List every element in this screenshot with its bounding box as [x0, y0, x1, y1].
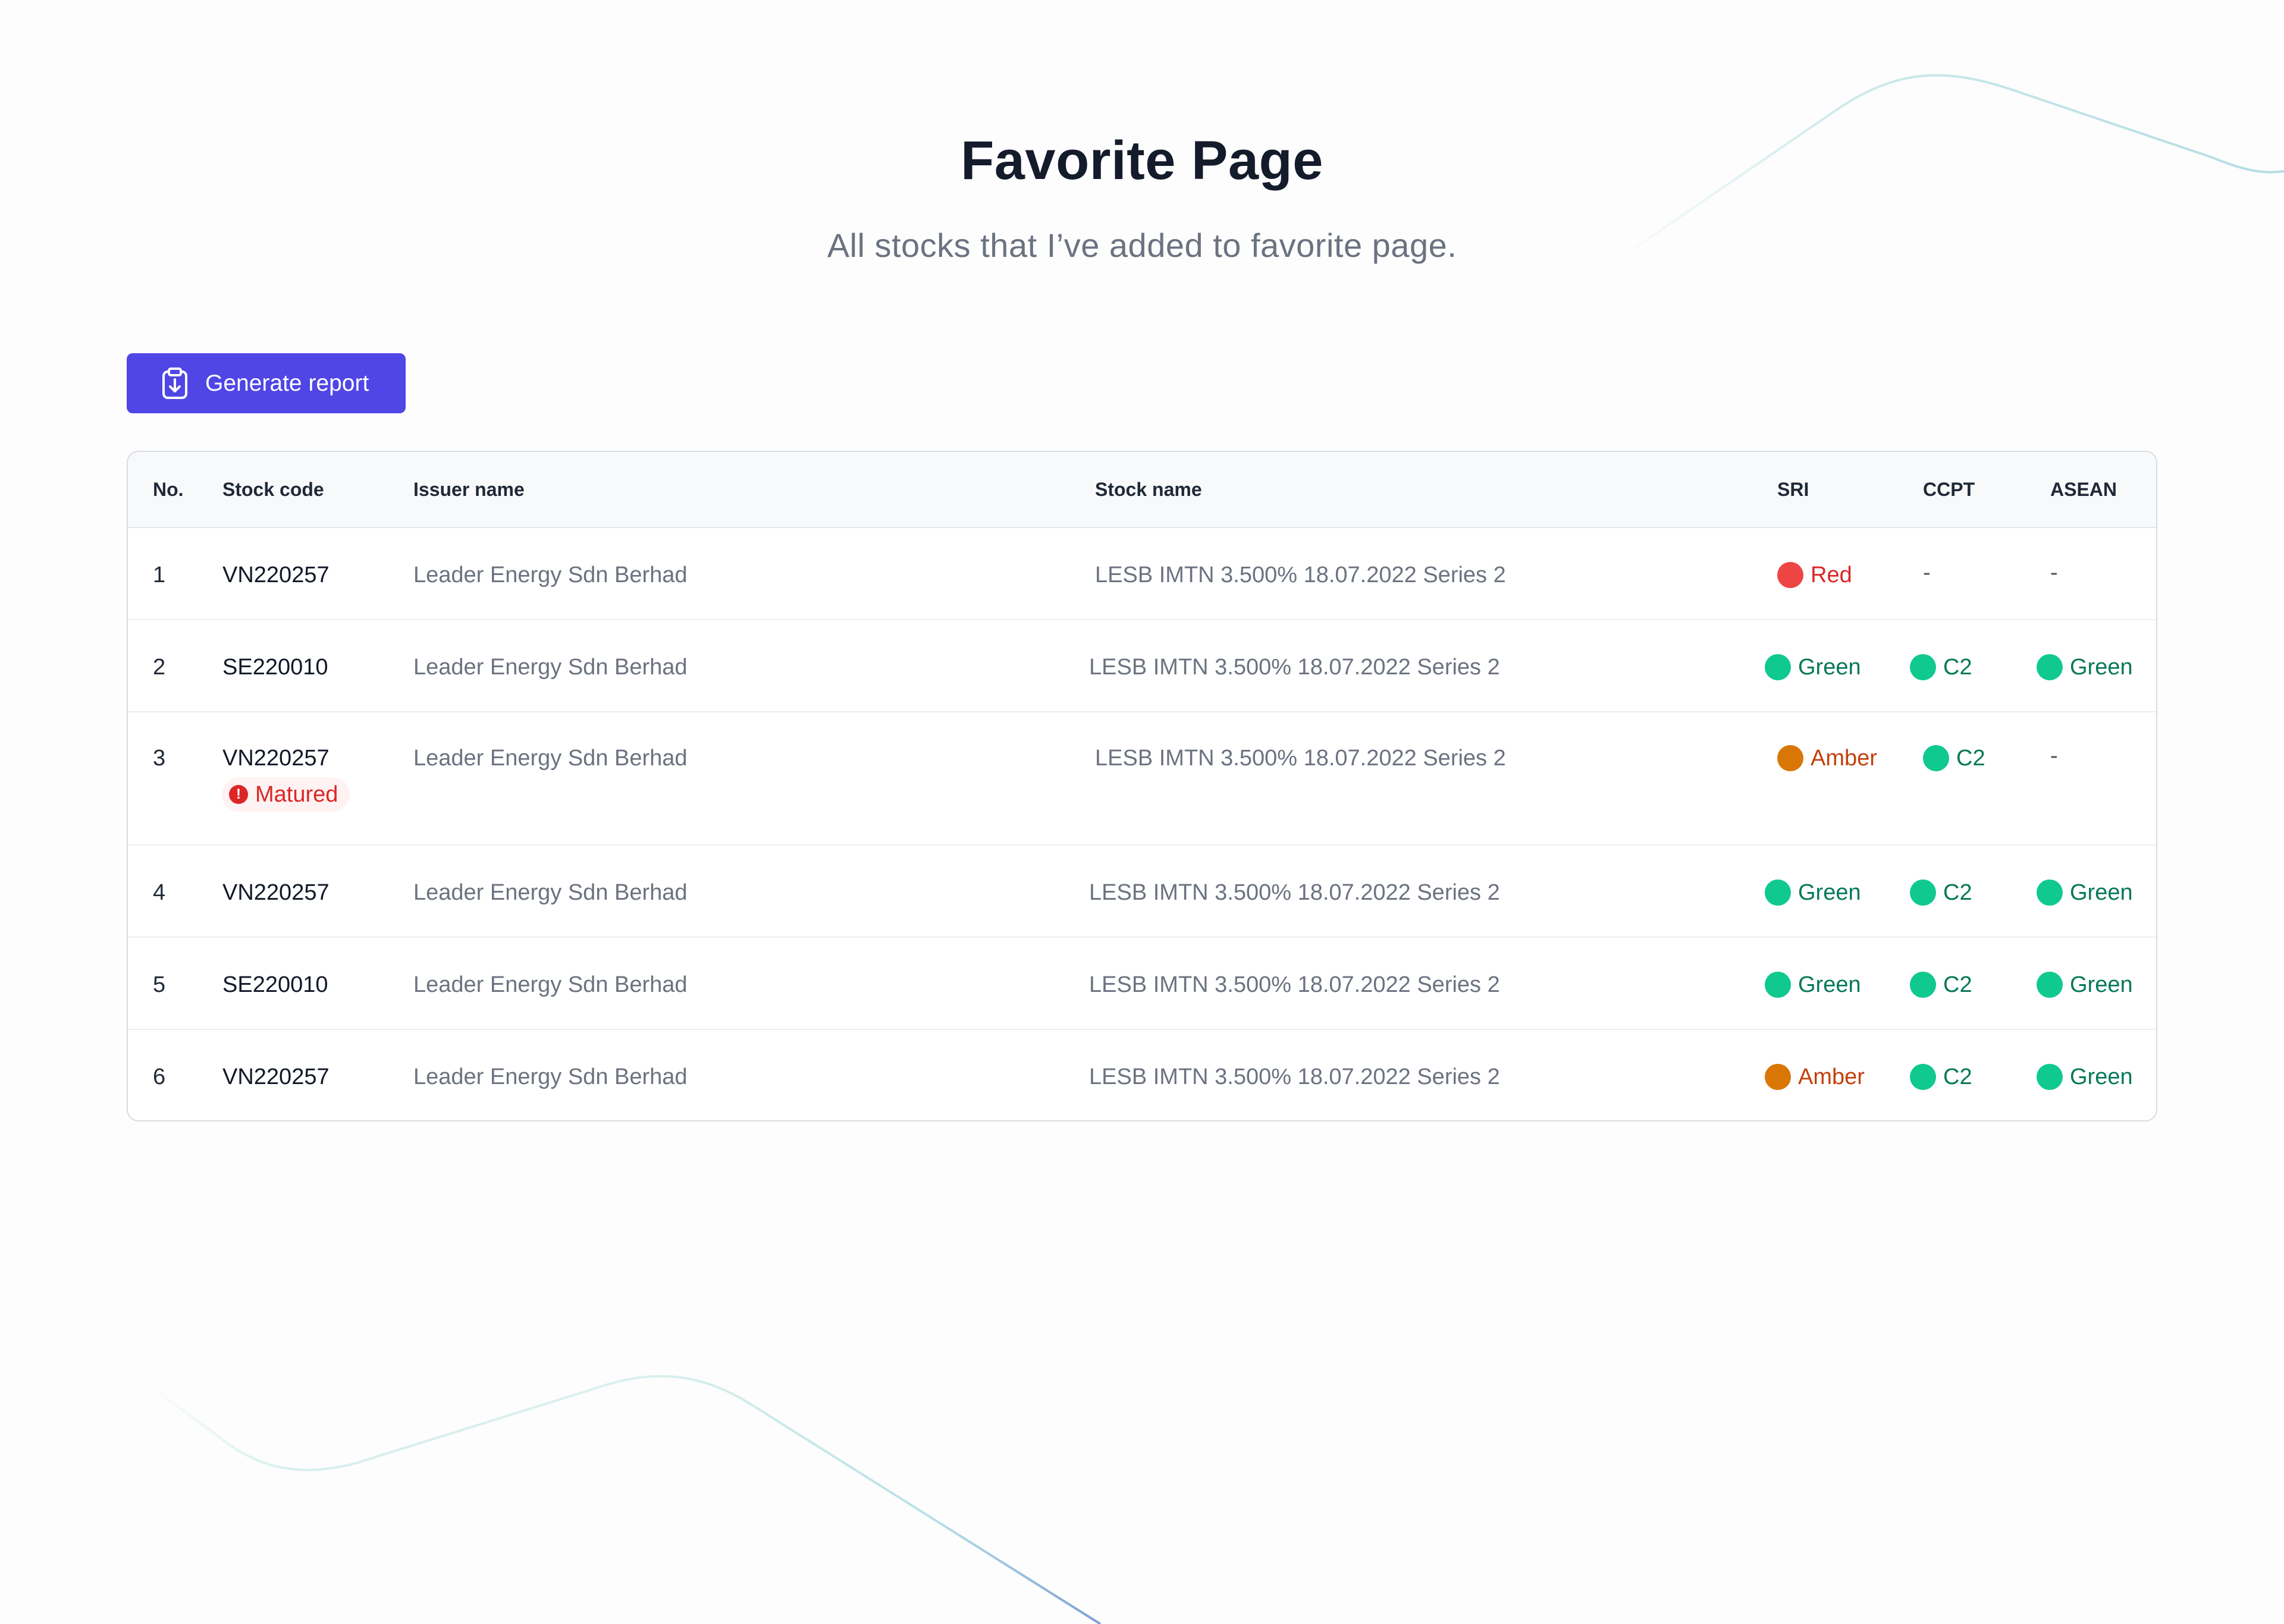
status-dot-icon	[1777, 745, 1803, 771]
ccpt-empty: -	[1923, 560, 1931, 585]
status-dot-icon	[1765, 1064, 1791, 1090]
sri-status-label: Green	[1798, 655, 1861, 680]
table-row[interactable]: 1 VN220257 Leader Energy Sdn Berhad LESB…	[128, 528, 2156, 620]
column-header-stock-code[interactable]: Stock code	[222, 479, 324, 500]
status-dot-icon	[1910, 654, 1936, 680]
ccpt-status: C2	[1910, 1062, 1972, 1092]
clipboard-download-icon	[160, 367, 190, 400]
ccpt-status: C2	[1923, 743, 1985, 773]
status-dot-icon	[1765, 654, 1791, 680]
issuer-name: Leader Energy Sdn Berhad	[413, 746, 688, 771]
table-row[interactable]: 2 SE220010 Leader Energy Sdn Berhad LESB…	[128, 620, 2156, 712]
matured-badge: ! Matured	[222, 777, 350, 812]
column-header-sri[interactable]: SRI	[1777, 479, 1809, 500]
asean-empty: -	[2050, 560, 2058, 585]
ccpt-status-label: C2	[1943, 1064, 1972, 1089]
row-number: 3	[153, 746, 166, 771]
sri-status: Amber	[1765, 1062, 1865, 1092]
asean-status: Green	[2037, 652, 2133, 682]
stock-code[interactable]: VN220257	[222, 746, 330, 771]
matured-badge-label: Matured	[255, 782, 338, 807]
ccpt-status-label: C2	[1943, 972, 1972, 997]
sri-status-label: Green	[1798, 972, 1861, 997]
status-dot-icon	[2037, 654, 2063, 680]
sri-status-label: Red	[1811, 563, 1852, 588]
sri-status-label: Amber	[1811, 746, 1877, 771]
ccpt-status: C2	[1910, 652, 1972, 682]
issuer-name: Leader Energy Sdn Berhad	[413, 655, 688, 680]
issuer-name: Leader Energy Sdn Berhad	[413, 880, 688, 905]
stock-name: LESB IMTN 3.500% 18.07.2022 Series 2	[1095, 563, 1506, 588]
table-row[interactable]: 4 VN220257 Leader Energy Sdn Berhad LESB…	[128, 846, 2156, 938]
column-header-ccpt[interactable]: CCPT	[1923, 479, 1975, 500]
row-number: 4	[153, 880, 166, 905]
row-number: 5	[153, 972, 166, 997]
status-dot-icon	[1765, 972, 1791, 998]
generate-report-label: Generate report	[205, 370, 369, 396]
table-row[interactable]: 5 SE220010 Leader Energy Sdn Berhad LESB…	[128, 938, 2156, 1030]
status-dot-icon	[2037, 879, 2063, 906]
issuer-name: Leader Energy Sdn Berhad	[413, 972, 688, 997]
sri-status: Green	[1765, 878, 1861, 907]
sri-status: Amber	[1777, 743, 1877, 773]
page-title: Favorite Page	[961, 130, 1323, 191]
asean-status: Green	[2037, 1062, 2133, 1092]
row-number: 2	[153, 655, 166, 680]
stock-code[interactable]: SE220010	[222, 655, 328, 680]
asean-status: Green	[2037, 878, 2133, 907]
status-dot-icon	[1777, 562, 1803, 588]
column-header-no[interactable]: No.	[153, 479, 184, 500]
asean-status-label: Green	[2070, 972, 2133, 997]
alert-icon: !	[229, 785, 248, 804]
column-header-asean[interactable]: ASEAN	[2050, 479, 2117, 500]
column-header-stock-name[interactable]: Stock name	[1095, 479, 1202, 500]
status-dot-icon	[1910, 972, 1936, 998]
page-subtitle: All stocks that I’ve added to favorite p…	[827, 227, 1457, 264]
column-header-issuer-name[interactable]: Issuer name	[413, 479, 525, 500]
table-header: No. Stock code Issuer name Stock name SR…	[128, 452, 2156, 528]
favorites-table: No. Stock code Issuer name Stock name SR…	[127, 451, 2157, 1122]
generate-report-button[interactable]: Generate report	[127, 353, 406, 413]
asean-status-label: Green	[2070, 1064, 2133, 1089]
ccpt-status-label: C2	[1943, 880, 1972, 905]
sri-status: Green	[1765, 970, 1861, 1000]
stock-code[interactable]: VN220257	[222, 563, 330, 588]
status-dot-icon	[2037, 1064, 2063, 1090]
sri-status-label: Green	[1798, 880, 1861, 905]
status-dot-icon	[2037, 972, 2063, 998]
asean-status-label: Green	[2070, 655, 2133, 680]
ccpt-status: C2	[1910, 878, 1972, 907]
issuer-name: Leader Energy Sdn Berhad	[413, 1064, 688, 1089]
stock-name: LESB IMTN 3.500% 18.07.2022 Series 2	[1089, 972, 1500, 997]
status-dot-icon	[1910, 1064, 1936, 1090]
stock-name: LESB IMTN 3.500% 18.07.2022 Series 2	[1089, 655, 1500, 680]
stock-code[interactable]: VN220257	[222, 880, 330, 905]
asean-status-label: Green	[2070, 880, 2133, 905]
row-number: 1	[153, 563, 166, 588]
stock-code[interactable]: VN220257	[222, 1064, 330, 1089]
stock-code[interactable]: SE220010	[222, 972, 328, 997]
stock-name: LESB IMTN 3.500% 18.07.2022 Series 2	[1095, 746, 1506, 771]
sri-status-label: Amber	[1798, 1064, 1865, 1089]
stock-name: LESB IMTN 3.500% 18.07.2022 Series 2	[1089, 1064, 1500, 1089]
ccpt-status-label: C2	[1943, 655, 1972, 680]
status-dot-icon	[1910, 879, 1936, 906]
table-row[interactable]: 3 VN220257 ! Matured Leader Energy Sdn B…	[128, 712, 2156, 846]
table-row[interactable]: 6 VN220257 Leader Energy Sdn Berhad LESB…	[128, 1030, 2156, 1120]
sri-status: Green	[1765, 652, 1861, 682]
stock-name: LESB IMTN 3.500% 18.07.2022 Series 2	[1089, 880, 1500, 905]
row-number: 6	[153, 1064, 166, 1089]
issuer-name: Leader Energy Sdn Berhad	[413, 563, 688, 588]
ccpt-status-label: C2	[1956, 746, 1985, 771]
asean-status: Green	[2037, 970, 2133, 1000]
asean-empty: -	[2050, 743, 2058, 768]
status-dot-icon	[1765, 879, 1791, 906]
status-dot-icon	[1923, 745, 1949, 771]
ccpt-status: C2	[1910, 970, 1972, 1000]
sri-status: Red	[1777, 560, 1852, 590]
